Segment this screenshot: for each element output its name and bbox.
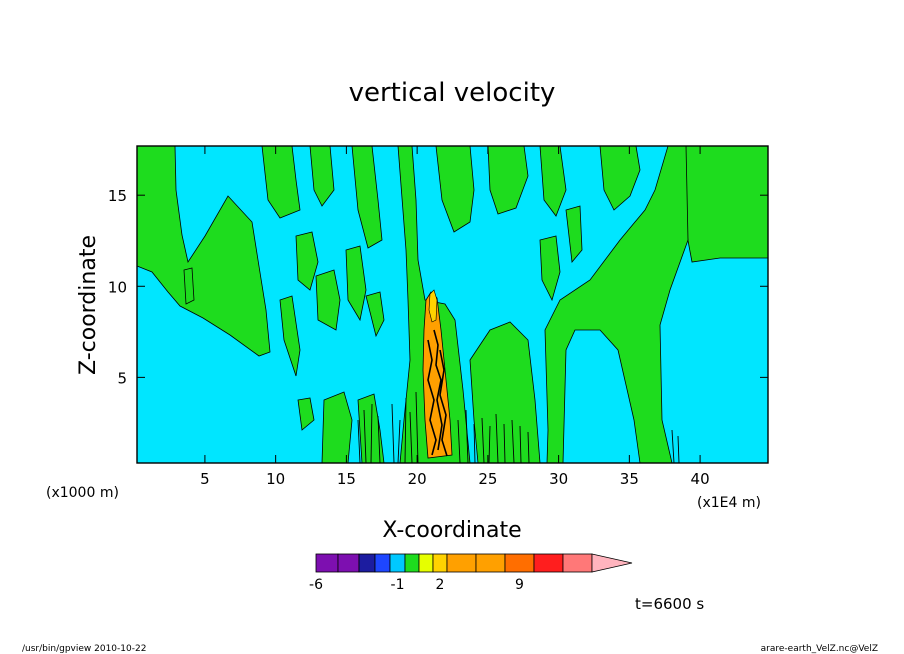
y-tick-label: 15: [108, 187, 127, 205]
colorbar-cell: [504, 553, 535, 573]
x-tick-label: 40: [691, 470, 710, 488]
x-axis-title: X-coordinate: [382, 518, 521, 543]
y-axis-title: Z-coordinate: [76, 235, 101, 375]
colorbar-cell: [358, 553, 376, 573]
x-tick-label: 30: [549, 470, 568, 488]
x-tick-label: 5: [200, 470, 210, 488]
plot-area: [136, 145, 769, 464]
core-contour-lines: [427, 329, 448, 457]
x-tick-label: 35: [620, 470, 639, 488]
colorbar-cell: [432, 553, 448, 573]
y-tick-label: 10: [108, 278, 127, 296]
y-unit-label: (x1E4 m): [697, 495, 761, 511]
lower-fine-contours: [357, 391, 680, 464]
colorbar-cell: [533, 553, 564, 573]
updraft-core-yellow: [428, 289, 438, 323]
colorbar-label: 9: [515, 577, 524, 593]
colorbar-label: -1: [391, 577, 405, 593]
colorbar: -6 -1 2 9: [309, 553, 633, 593]
green-region-lower-left-cells: [297, 391, 385, 464]
colorbar-cell: [315, 553, 339, 573]
y-tick-label: 5: [117, 369, 127, 387]
green-region-left-upper: [136, 145, 271, 357]
chart-title: vertical velocity: [349, 78, 556, 108]
green-region-right-lower: [544, 145, 689, 464]
green-region-mid-streaks: [183, 205, 583, 377]
colorbar-label: -6: [309, 577, 323, 593]
green-region-upper-streaks: [261, 145, 641, 249]
green-region-right-upper: [683, 145, 769, 263]
colorbar-cell: [446, 553, 477, 573]
colorbar-cell: [562, 553, 593, 573]
y-axis: 5 10 15: [108, 187, 768, 387]
colorbar-label: 2: [436, 577, 445, 593]
colorbar-cell: [374, 553, 391, 573]
colorbar-cell: [475, 553, 506, 573]
colorbar-cell: [418, 553, 434, 573]
colorbar-cell: [404, 553, 420, 573]
x-unit-label: (x1000 m): [46, 485, 119, 501]
x-tick-label: 20: [408, 470, 427, 488]
x-tick-label: 25: [478, 470, 497, 488]
time-label: t=6600 s: [635, 595, 704, 613]
colorbar-arrow: [591, 553, 633, 573]
plot-frame: [136, 145, 769, 464]
x-tick-label: 10: [266, 470, 285, 488]
green-region-central-right: [469, 321, 541, 464]
footer-right: arare-earth_VelZ.nc@VelZ: [761, 644, 878, 654]
x-tick-label: 15: [337, 470, 356, 488]
x-axis: 5 10 15 20 25 30 35 40: [200, 146, 710, 488]
colorbar-cell: [389, 553, 406, 573]
colorbar-cell: [337, 553, 360, 573]
footer-left: /usr/bin/gpview 2010-10-22: [22, 644, 146, 654]
